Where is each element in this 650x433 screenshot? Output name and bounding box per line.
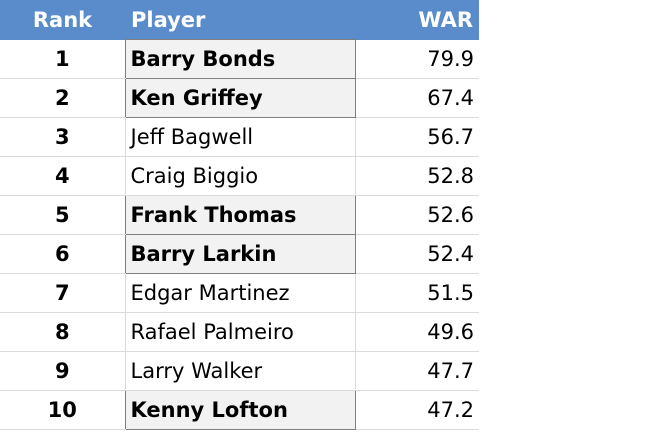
war-cell: 52.6 [354, 195, 479, 235]
header-row: Rank Player WAR [0, 0, 479, 40]
header-cell: Rank [0, 0, 125, 40]
player-cell: Craig Biggio [124, 156, 355, 196]
table-row: 8 Rafael Palmeiro 49.6 [0, 312, 479, 352]
player-cell: Edgar Martinez [124, 273, 355, 313]
rank-cell: 10 [0, 390, 125, 430]
player-cell: Rafael Palmeiro [124, 312, 355, 352]
rank-cell: 1 [0, 39, 125, 79]
rank-cell: 2 [0, 78, 125, 118]
war-cell: 49.6 [354, 312, 479, 352]
war-cell: 79.9 [354, 39, 479, 79]
table-row: 1 Barry Bonds 79.9 [0, 39, 479, 79]
table-header: Rank Player WAR [0, 0, 479, 40]
rank-cell: 9 [0, 351, 125, 391]
war-cell: 52.8 [354, 156, 479, 196]
player-cell: Larry Walker [124, 351, 355, 391]
player-cell: Kenny Lofton [124, 390, 356, 430]
table-row: 9 Larry Walker 47.7 [0, 351, 479, 391]
rank-cell: 6 [0, 234, 125, 274]
table-body: 1 Barry Bonds 79.9 2 Ken Griffey 67.4 3 Jeff Ba… [0, 39, 479, 430]
table-row: 5 Frank Thomas 52.6 [0, 195, 479, 235]
table-row: 7 Edgar Martinez 51.5 [0, 273, 479, 313]
war-cell: 51.5 [354, 273, 479, 313]
table-row: 6 Barry Larkin 52.4 [0, 234, 479, 274]
war-table: Rank Player WAR 1 Barry Bonds 79.9 2 Ken Gri… [0, 0, 479, 430]
rank-cell: 4 [0, 156, 125, 196]
rank-cell: 8 [0, 312, 125, 352]
rank-cell: 3 [0, 117, 125, 157]
table-row: 4 Craig Biggio 52.8 [0, 156, 479, 196]
rank-cell: 5 [0, 195, 125, 235]
war-cell: 56.7 [354, 117, 479, 157]
war-cell: 67.4 [354, 78, 479, 118]
war-cell: 52.4 [354, 234, 479, 274]
header-cell: WAR [355, 0, 479, 40]
table-row: 10 Kenny Lofton 47.2 [0, 390, 479, 430]
war-cell: 47.2 [354, 390, 479, 430]
header-cell: Player [125, 0, 355, 40]
table-row: 3 Jeff Bagwell 56.7 [0, 117, 479, 157]
table-row: 2 Ken Griffey 67.4 [0, 78, 479, 118]
player-cell: Frank Thomas [124, 195, 356, 235]
player-cell: Ken Griffey [124, 78, 356, 118]
war-cell: 47.7 [354, 351, 479, 391]
player-cell: Barry Bonds [124, 39, 356, 79]
player-cell: Barry Larkin [124, 234, 356, 274]
rank-cell: 7 [0, 273, 125, 313]
player-cell: Jeff Bagwell [124, 117, 355, 157]
